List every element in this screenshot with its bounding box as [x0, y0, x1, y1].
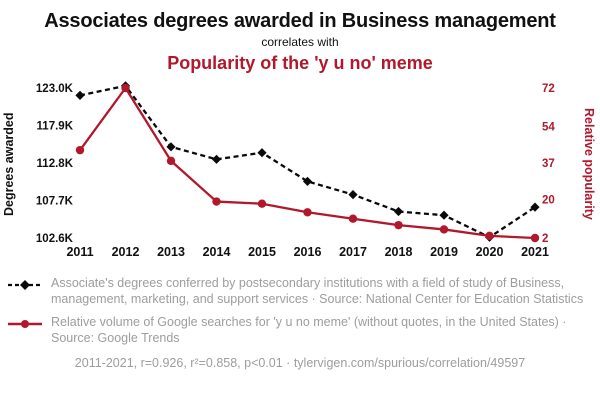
- circle-marker: [166, 156, 176, 166]
- diamond-marker: [393, 206, 404, 217]
- diamond-marker: [530, 202, 540, 212]
- legend-item-meme: Relative volume of Google searches for '…: [8, 315, 592, 346]
- right-axis-tick: 2: [542, 233, 548, 245]
- x-axis-tick: 2021: [521, 245, 549, 259]
- circle-marker: [348, 214, 358, 223]
- black-dashed-diamond-line-icon: [8, 280, 42, 290]
- circle-marker: [257, 199, 267, 208]
- legend: Associate's degrees conferred by postsec…: [0, 270, 600, 346]
- legend-text-meme: Relative volume of Google searches for '…: [51, 315, 567, 345]
- x-axis-tick: 2020: [476, 245, 504, 259]
- x-axis-tick: 2011: [66, 245, 93, 259]
- secondary-title: Popularity of the 'y u no' meme: [167, 53, 433, 73]
- circle-marker: [121, 83, 130, 93]
- right-axis-title: Relative popularity: [582, 108, 596, 220]
- circle-marker: [439, 225, 449, 234]
- footer-stats: 2011-2021, r=0.926, r²=0.858, p<0.01 · t…: [0, 354, 600, 370]
- circle-marker: [530, 233, 540, 243]
- x-axis-tick: 2015: [248, 245, 276, 259]
- diamond-marker: [302, 176, 313, 186]
- circle-marker: [394, 220, 403, 230]
- x-axis-tick: 2016: [294, 245, 322, 259]
- diamond-marker: [75, 90, 85, 100]
- diamond-marker: [257, 148, 267, 158]
- diamond-marker: [211, 154, 222, 164]
- left-axis-tick: 102.6K: [36, 233, 74, 245]
- circle-marker: [303, 208, 312, 217]
- diamond-marker: [439, 210, 449, 220]
- chart-svg: 123.0K117.9K112.8K107.7K102.6K7254372022…: [36, 81, 555, 259]
- stats-and-url-text: 2011-2021, r=0.926, r²=0.858, p<0.01 · t…: [74, 356, 526, 370]
- circle-marker: [212, 197, 221, 206]
- red-solid-circle-line-icon: [8, 320, 42, 328]
- x-axis-tick: 2012: [112, 245, 140, 259]
- page: Associates degrees awarded in Business m…: [0, 10, 600, 418]
- x-axis-tick: 2014: [203, 245, 231, 259]
- right-axis-tick: 37: [542, 158, 555, 170]
- left-axis-title: Degrees awarded: [2, 112, 16, 216]
- left-axis-tick: 107.7K: [36, 196, 74, 208]
- circle-marker: [75, 145, 85, 155]
- legend-item-degrees: Associate's degrees conferred by postsec…: [8, 276, 592, 307]
- right-axis-tick: 72: [542, 83, 555, 95]
- legend-text-degrees: Associate's degrees conferred by postsec…: [51, 276, 584, 306]
- x-axis-tick: 2018: [385, 245, 413, 259]
- diamond-marker: [166, 142, 176, 152]
- left-axis-tick: 117.9K: [37, 121, 74, 133]
- main-title: Associates degrees awarded in Business m…: [44, 10, 556, 32]
- right-axis-tick: 54: [542, 122, 555, 134]
- x-axis-tick: 2019: [430, 245, 458, 259]
- series-line-diamond: [79, 84, 536, 239]
- correlates-with-label: correlates with: [261, 35, 339, 49]
- x-axis-tick: 2017: [339, 245, 367, 259]
- circle-marker: [485, 231, 494, 241]
- x-axis-tick: 2013: [157, 245, 185, 259]
- left-axis-tick: 112.8K: [37, 158, 74, 170]
- right-axis-tick: 20: [542, 194, 555, 206]
- left-axis-tick: 123.0K: [36, 83, 74, 95]
- diamond-marker: [348, 190, 358, 200]
- chart-container: Degrees awarded 123.0K 117.9K 112.8K 107.7K…: [0, 76, 600, 270]
